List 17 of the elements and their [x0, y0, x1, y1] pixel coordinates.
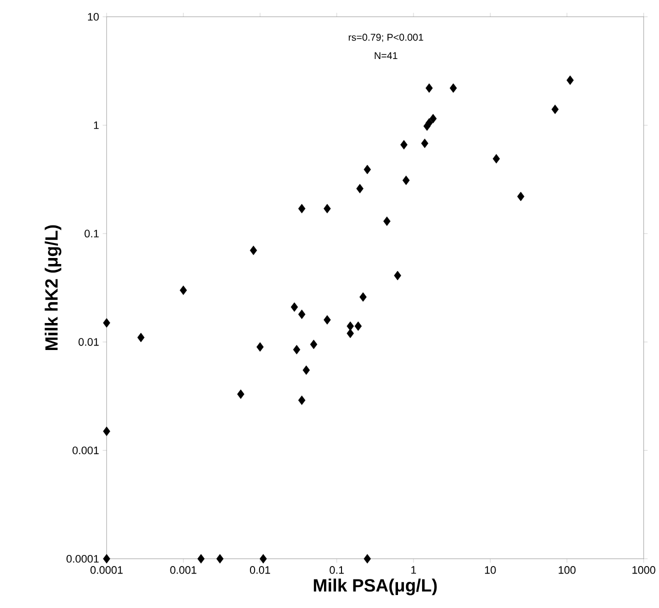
x-tick-label: 0.001 [170, 566, 196, 574]
y-tick-label: 0.0001 [66, 554, 99, 563]
x-tick-label: 100 [558, 566, 576, 574]
y-tick-label: 10 [88, 12, 99, 21]
y-tick-label: 0.01 [78, 338, 99, 346]
x-tick-label: 1000 [632, 566, 656, 574]
y-tick-label: 0.1 [84, 230, 99, 238]
x-tick-label: 1 [411, 566, 416, 574]
x-axis-title: Milk PSA(μg/L) [314, 578, 437, 596]
annotation: N=41 [374, 52, 398, 59]
annotation: rs=0.79; P<0.001 [348, 34, 424, 42]
y-tick-label: 1 [94, 121, 99, 129]
y-axis-title: Milk hK2 (μg/L) [44, 225, 62, 350]
x-tick-label: 0.01 [250, 566, 270, 574]
x-tick-label: 10 [485, 566, 496, 574]
y-tick-label: 0.001 [72, 446, 99, 454]
x-tick-label: 0.1 [330, 566, 344, 574]
